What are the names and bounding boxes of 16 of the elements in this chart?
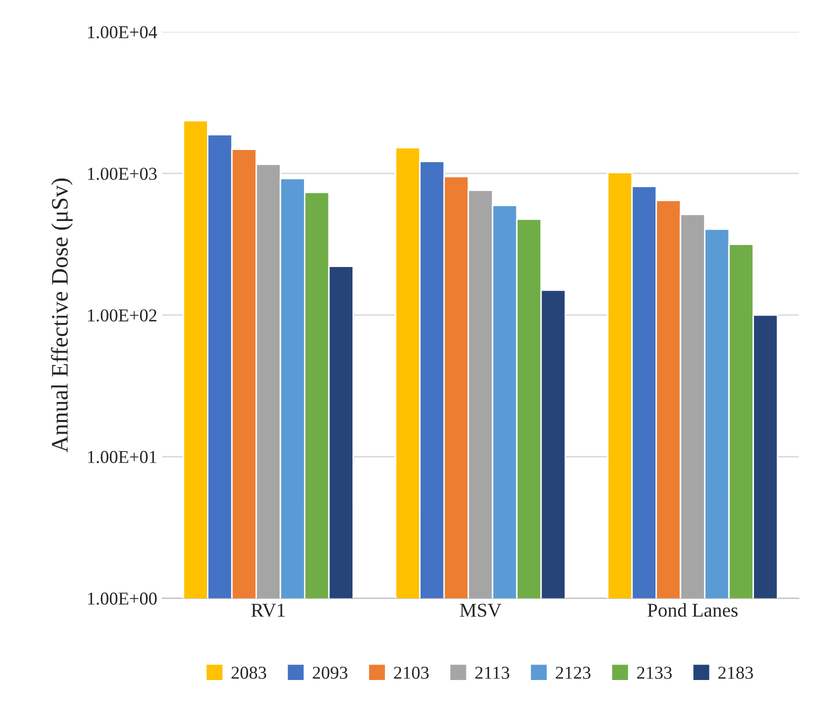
legend-label: 2113 <box>475 666 510 679</box>
legend-label: 2103 <box>394 666 429 679</box>
x-tick-label: MSV <box>460 604 502 617</box>
legend-label: 2123 <box>556 666 590 679</box>
legend-label: 2083 <box>232 666 266 679</box>
y-tick-label: 1.00E+02 <box>88 309 156 322</box>
legend-label: 2133 <box>637 666 672 679</box>
x-tick-label: RV1 <box>251 604 285 617</box>
y-tick-label: 1.00E+00 <box>88 592 157 605</box>
y-tick-label: 1.00E+04 <box>88 26 158 38</box>
y-tick-label: 1.00E+03 <box>88 168 157 180</box>
x-tick-label: Pond Lanes <box>648 603 738 617</box>
y-tick-label: 1.00E+01 <box>88 450 156 464</box>
legend-label: 2183 <box>718 666 753 679</box>
legend-label: 2093 <box>312 666 348 679</box>
y-axis-title: Annual Effective Dose (μSv) <box>50 178 73 452</box>
